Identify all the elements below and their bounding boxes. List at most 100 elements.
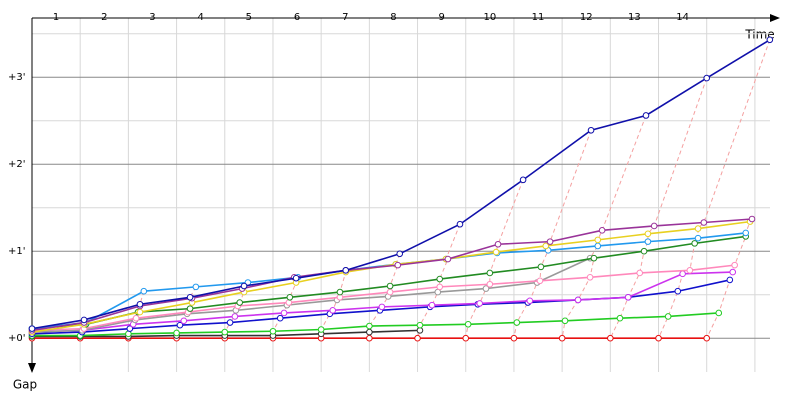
data-point bbox=[482, 285, 490, 292]
data-point bbox=[594, 242, 602, 250]
data-point bbox=[173, 329, 180, 337]
data-point bbox=[366, 322, 373, 330]
data-point bbox=[650, 222, 658, 230]
y-tick-label: +3' bbox=[8, 72, 26, 83]
data-point bbox=[386, 282, 394, 290]
data-point bbox=[694, 225, 702, 232]
data-point bbox=[126, 325, 134, 332]
data-point bbox=[537, 263, 545, 271]
y-axis-label: Gap bbox=[13, 378, 37, 392]
data-point bbox=[286, 294, 294, 301]
data-point bbox=[414, 334, 421, 342]
data-point bbox=[269, 327, 277, 335]
data-point bbox=[574, 296, 582, 304]
data-point bbox=[329, 307, 337, 314]
data-point bbox=[598, 227, 606, 234]
data-point bbox=[436, 275, 444, 283]
data-point bbox=[336, 288, 344, 296]
data-point bbox=[186, 305, 194, 312]
data-point bbox=[285, 299, 293, 306]
data-point bbox=[317, 326, 325, 333]
data-point bbox=[226, 319, 234, 326]
data-point bbox=[186, 294, 194, 301]
data-point bbox=[366, 328, 373, 336]
data-point bbox=[80, 316, 88, 324]
data-point bbox=[386, 288, 394, 296]
data-point bbox=[644, 238, 652, 245]
lap-line bbox=[320, 270, 347, 339]
x-axis-arrow bbox=[770, 14, 780, 22]
data-point bbox=[748, 215, 756, 223]
data-point bbox=[494, 240, 502, 248]
data-point bbox=[28, 325, 36, 332]
y-tick-label: +2' bbox=[8, 159, 26, 170]
data-point bbox=[636, 269, 644, 277]
data-point bbox=[394, 261, 402, 269]
data-point bbox=[642, 112, 650, 119]
series-line bbox=[31, 257, 591, 333]
data-point bbox=[519, 176, 527, 184]
data-point bbox=[136, 300, 144, 308]
series-line bbox=[31, 220, 751, 333]
data-point bbox=[616, 314, 624, 322]
y-tick-label: +0' bbox=[8, 333, 26, 344]
data-point bbox=[700, 219, 708, 226]
data-point bbox=[674, 287, 682, 295]
data-point bbox=[546, 238, 554, 245]
data-point bbox=[694, 234, 702, 242]
data-point bbox=[486, 280, 494, 288]
data-point bbox=[586, 274, 594, 281]
data-point bbox=[715, 309, 723, 317]
data-point bbox=[462, 334, 470, 342]
data-point bbox=[742, 229, 750, 237]
data-point bbox=[731, 261, 738, 269]
data-point bbox=[396, 250, 404, 258]
data-point bbox=[416, 321, 424, 329]
data-point bbox=[513, 319, 521, 326]
data-point bbox=[624, 294, 632, 301]
data-point bbox=[180, 317, 188, 325]
data-point bbox=[236, 299, 244, 306]
data-point bbox=[456, 220, 464, 228]
data-point bbox=[703, 74, 711, 82]
data-point bbox=[607, 334, 614, 342]
data-point bbox=[444, 255, 452, 263]
data-point bbox=[726, 276, 734, 284]
y-tick-label: +1' bbox=[8, 246, 26, 257]
data-point bbox=[526, 297, 534, 305]
data-point bbox=[655, 334, 662, 342]
data-point bbox=[561, 317, 569, 325]
data-point bbox=[766, 36, 774, 44]
data-point bbox=[594, 236, 602, 244]
data-point bbox=[342, 267, 350, 274]
data-point bbox=[132, 314, 140, 322]
data-point bbox=[192, 283, 200, 291]
data-point bbox=[664, 313, 672, 320]
y-axis-arrow bbox=[28, 363, 36, 373]
data-point bbox=[280, 309, 288, 317]
data-point bbox=[464, 320, 472, 328]
data-point bbox=[686, 267, 694, 274]
data-point bbox=[240, 282, 248, 290]
data-point bbox=[140, 287, 148, 295]
data-point bbox=[510, 334, 518, 342]
lap-line bbox=[658, 39, 771, 339]
data-point bbox=[436, 283, 444, 291]
lap-line bbox=[465, 179, 524, 339]
data-point bbox=[476, 300, 484, 307]
series-line bbox=[31, 39, 771, 330]
data-point bbox=[542, 242, 550, 250]
data-point bbox=[644, 230, 652, 238]
data-point bbox=[125, 330, 132, 338]
lap-line bbox=[513, 130, 592, 339]
data-point bbox=[679, 270, 686, 278]
data-point bbox=[536, 277, 544, 285]
data-point bbox=[136, 308, 144, 316]
data-point bbox=[292, 274, 300, 282]
data-point bbox=[276, 314, 284, 322]
data-point bbox=[729, 268, 737, 276]
data-point bbox=[221, 328, 229, 336]
data-point bbox=[587, 126, 595, 134]
data-point bbox=[176, 321, 184, 329]
